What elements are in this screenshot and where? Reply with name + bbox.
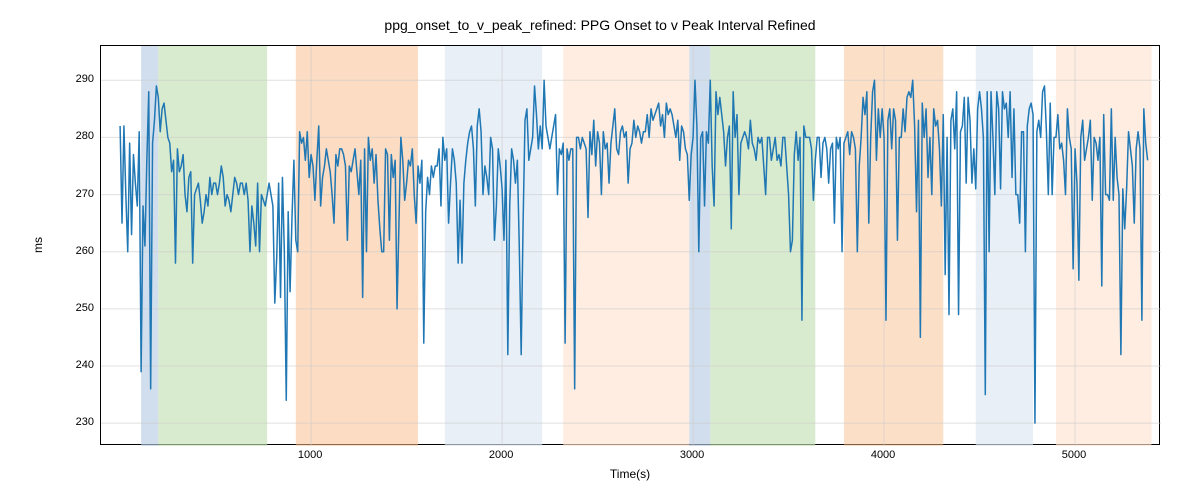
plot-area: [100, 45, 1160, 445]
x-tick-label: 1000: [298, 449, 322, 461]
y-axis-label: ms: [31, 237, 45, 253]
y-tick-label: 280: [60, 130, 94, 142]
y-tick-label: 270: [60, 188, 94, 200]
y-tick-label: 240: [60, 359, 94, 371]
chart-title: ppg_onset_to_v_peak_refined: PPG Onset t…: [0, 17, 1200, 33]
y-tick-label: 290: [60, 73, 94, 85]
region-band: [563, 46, 689, 446]
x-axis-label: Time(s): [610, 467, 650, 481]
region-band: [689, 46, 710, 446]
x-tick-label: 5000: [1062, 449, 1086, 461]
region-band: [844, 46, 943, 446]
y-tick-label: 230: [60, 416, 94, 428]
x-tick-label: 4000: [871, 449, 895, 461]
plot-svg: [101, 46, 1161, 446]
y-tick-label: 260: [60, 245, 94, 257]
y-tick-label: 250: [60, 302, 94, 314]
region-band: [1056, 46, 1151, 446]
region-band: [296, 46, 418, 446]
x-tick-label: 3000: [680, 449, 704, 461]
timeseries-chart: ppg_onset_to_v_peak_refined: PPG Onset t…: [0, 0, 1200, 500]
region-band: [710, 46, 815, 446]
x-tick-label: 2000: [489, 449, 513, 461]
